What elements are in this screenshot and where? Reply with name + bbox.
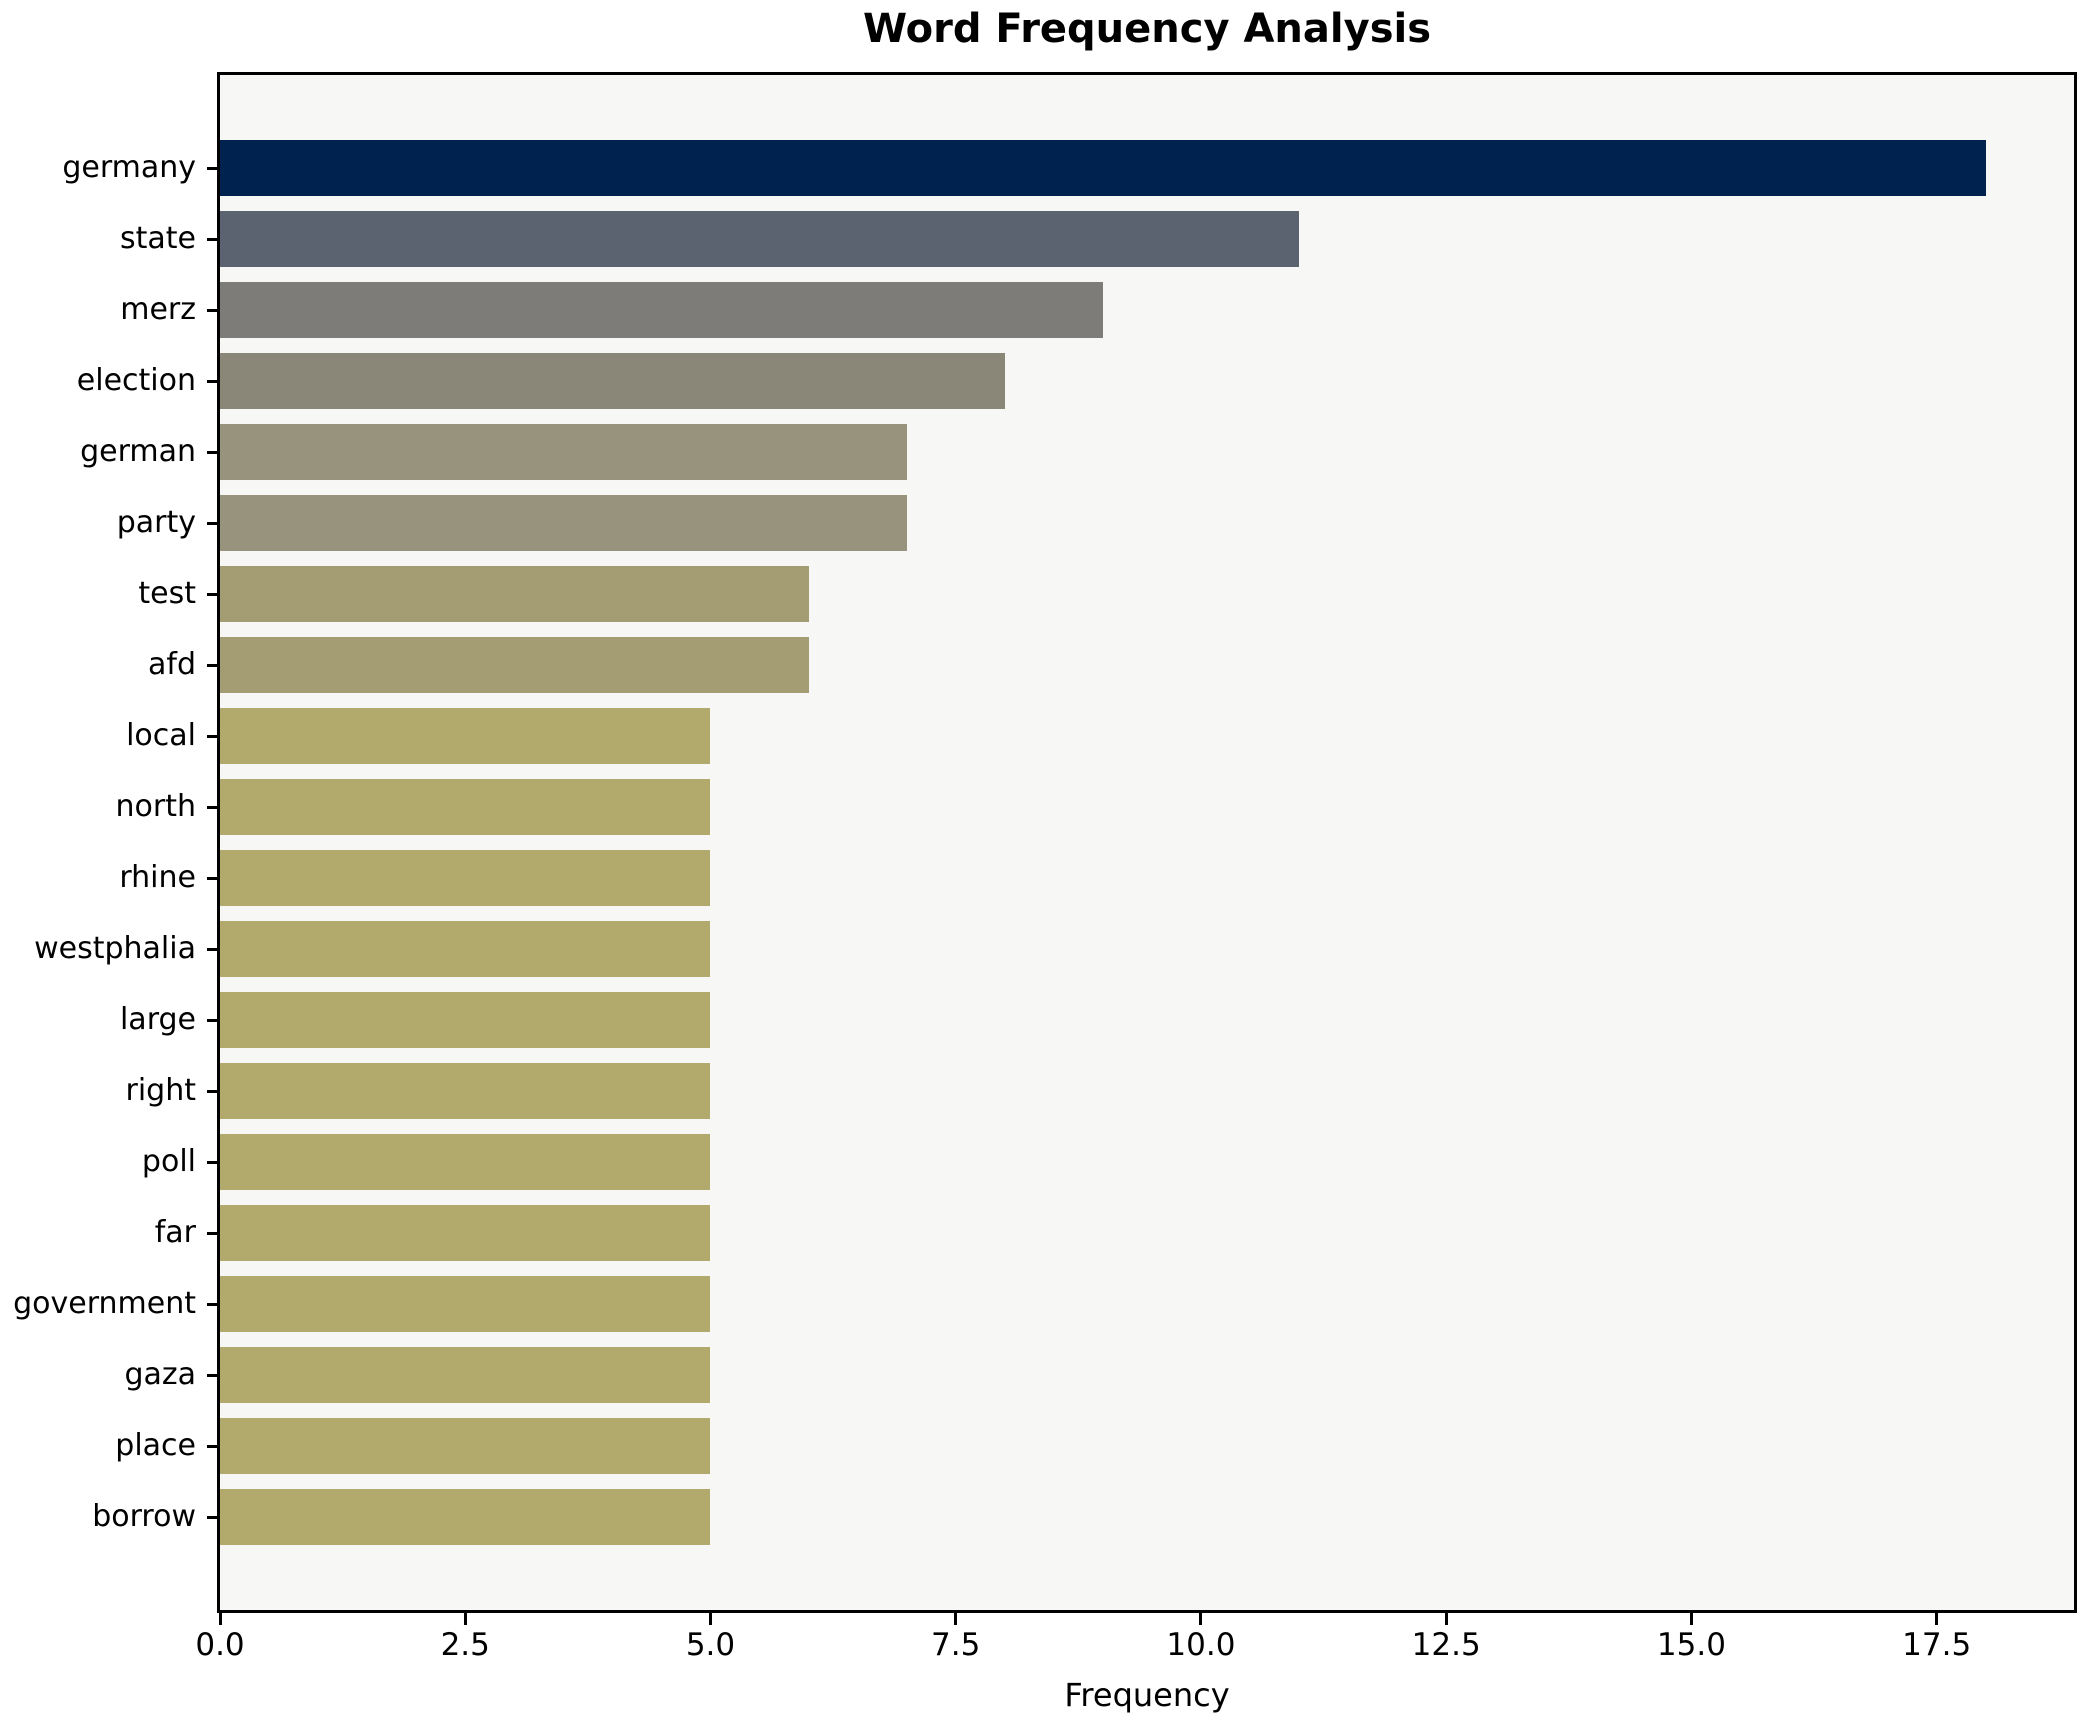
y-tick-mark <box>207 805 217 809</box>
bar-far <box>220 1205 711 1261</box>
y-tick-mark <box>207 1302 217 1306</box>
bars-layer <box>220 75 2074 1610</box>
y-tick-mark <box>207 1373 217 1377</box>
x-tick-mark <box>218 1613 222 1625</box>
bar-westphalia <box>220 921 711 977</box>
x-tick-label-10.0: 10.0 <box>1166 1627 1236 1663</box>
y-tick-label-test: test <box>138 576 196 611</box>
y-tick-label-large: large <box>119 1002 196 1037</box>
y-tick-label-germany: germany <box>62 150 196 185</box>
chart-title: Word Frequency Analysis <box>862 6 1432 52</box>
y-tick-label-party: party <box>116 505 196 540</box>
bar-local <box>220 708 711 764</box>
y-tick-mark <box>207 237 217 241</box>
y-tick-mark <box>207 592 217 596</box>
bar-right <box>220 1063 711 1119</box>
y-tick-label-poll: poll <box>141 1144 196 1179</box>
y-tick-mark <box>207 1160 217 1164</box>
y-tick-mark <box>207 308 217 312</box>
x-tick-mark <box>708 1613 712 1625</box>
y-tick-mark <box>207 734 217 738</box>
bar-election <box>220 353 1005 409</box>
y-tick-label-afd: afd <box>148 647 196 682</box>
x-tick-mark <box>1935 1613 1939 1625</box>
x-tick-mark <box>463 1613 467 1625</box>
y-tick-mark <box>207 947 217 951</box>
bar-party <box>220 495 907 551</box>
x-axis-title: Frequency <box>1064 1676 1230 1714</box>
y-tick-label-borrow: borrow <box>92 1499 196 1534</box>
x-tick-label-5.0: 5.0 <box>685 1627 736 1663</box>
y-tick-mark <box>207 1089 217 1093</box>
bar-germany <box>220 140 1986 196</box>
y-tick-mark <box>207 166 217 170</box>
bar-state <box>220 211 1300 267</box>
y-tick-mark <box>207 663 217 667</box>
bar-government <box>220 1276 711 1332</box>
y-tick-label-far: far <box>154 1215 196 1250</box>
x-tick-mark <box>1199 1613 1203 1625</box>
bar-rhine <box>220 850 711 906</box>
x-tick-label-2.5: 2.5 <box>440 1627 490 1663</box>
y-tick-label-election: election <box>76 363 196 398</box>
y-tick-mark <box>207 1444 217 1448</box>
bar-test <box>220 566 809 622</box>
x-tick-label-7.5: 7.5 <box>931 1627 981 1663</box>
bar-gaza <box>220 1347 711 1403</box>
y-tick-mark <box>207 1515 217 1519</box>
x-tick-mark <box>1444 1613 1448 1625</box>
bar-north <box>220 779 711 835</box>
y-tick-label-right: right <box>125 1073 197 1108</box>
y-tick-label-government: government <box>13 1286 196 1321</box>
y-tick-label-state: state <box>120 221 196 256</box>
y-tick-mark <box>207 1018 217 1022</box>
x-tick-label-0.0: 0.0 <box>195 1627 245 1663</box>
y-tick-mark <box>207 521 217 525</box>
bar-poll <box>220 1134 711 1190</box>
x-tick-label-17.5: 17.5 <box>1902 1627 1972 1663</box>
y-tick-mark <box>207 1231 217 1235</box>
bar-german <box>220 424 907 480</box>
x-tick-mark <box>954 1613 958 1625</box>
bar-large <box>220 992 711 1048</box>
y-tick-mark <box>207 876 217 880</box>
y-tick-mark <box>207 450 217 454</box>
x-tick-mark <box>1689 1613 1693 1625</box>
y-tick-label-german: german <box>80 434 196 469</box>
y-tick-mark <box>207 379 217 383</box>
y-tick-label-place: place <box>115 1428 196 1463</box>
bar-merz <box>220 282 1103 338</box>
y-tick-label-rhine: rhine <box>119 860 196 895</box>
x-tick-label-15.0: 15.0 <box>1656 1627 1726 1663</box>
bar-place <box>220 1418 711 1474</box>
y-tick-label-westphalia: westphalia <box>34 931 196 966</box>
y-tick-label-north: north <box>115 789 196 824</box>
x-tick-label-12.5: 12.5 <box>1411 1627 1481 1663</box>
y-tick-label-merz: merz <box>120 292 196 327</box>
bar-afd <box>220 637 809 693</box>
y-tick-label-local: local <box>126 718 196 753</box>
bar-borrow <box>220 1489 711 1545</box>
y-tick-label-gaza: gaza <box>124 1357 196 1392</box>
